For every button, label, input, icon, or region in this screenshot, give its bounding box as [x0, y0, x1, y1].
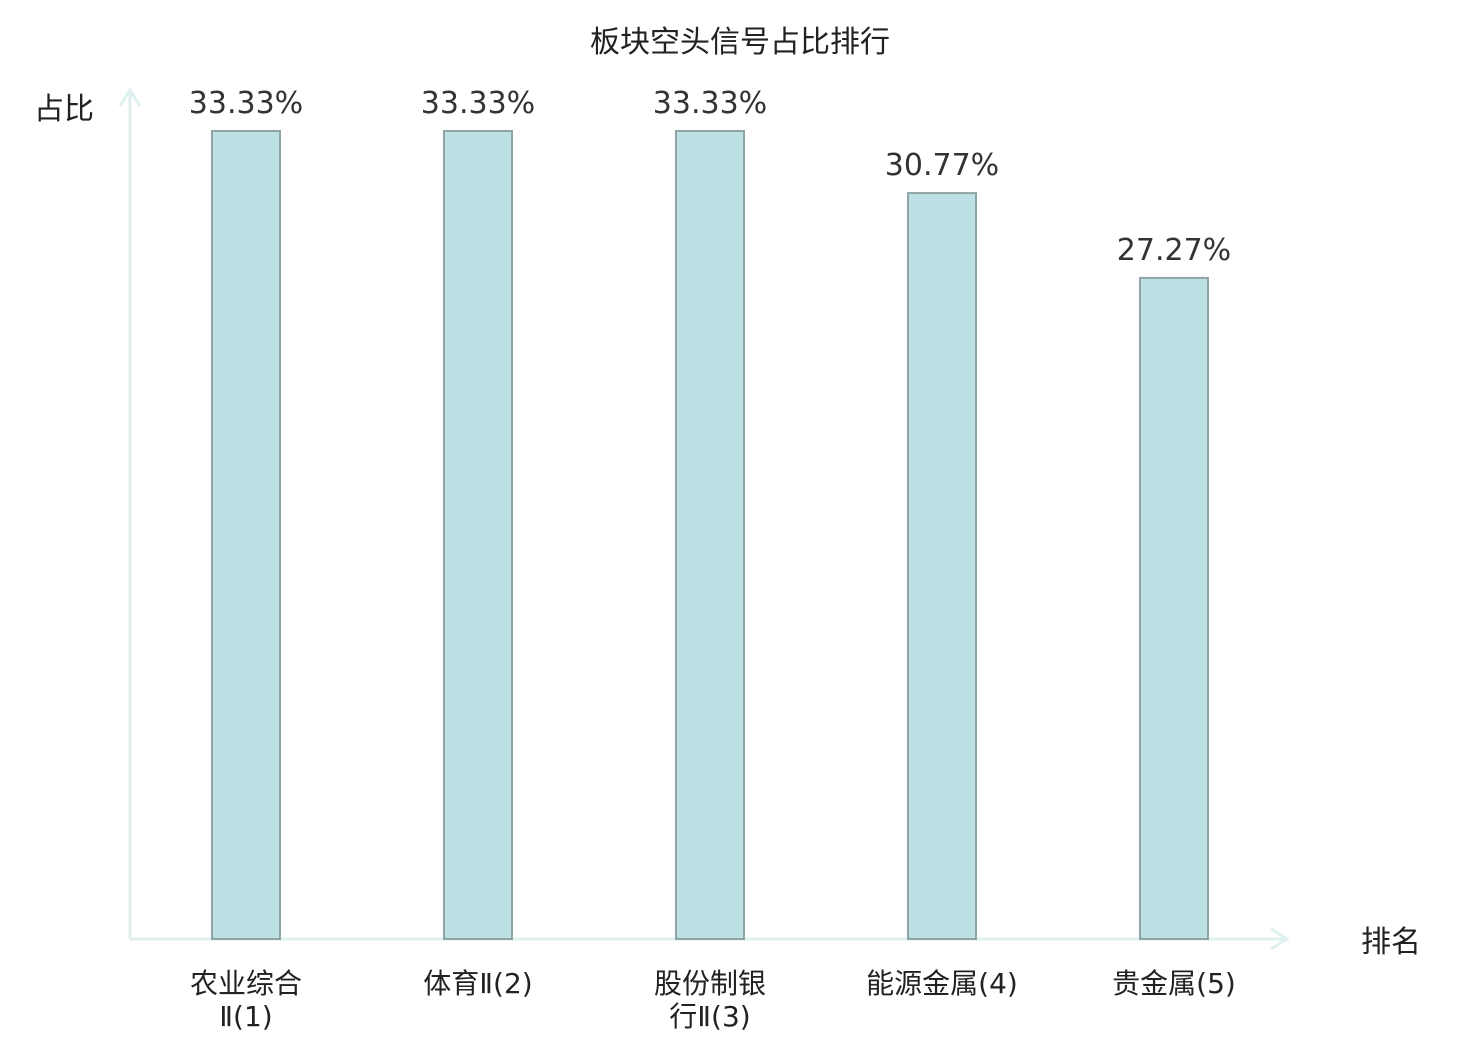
x-tick-label-line: 股份制银 [654, 967, 766, 1000]
data-label-4: 30.77% [885, 148, 999, 183]
bar-4 [907, 192, 977, 940]
bars [211, 130, 1209, 940]
data-label-2: 33.33% [421, 86, 535, 121]
bar-3 [675, 130, 745, 940]
bar-2 [443, 130, 513, 940]
x-tick-label-1: 农业综合 Ⅱ(1) [190, 967, 302, 1033]
x-tick-label-line: 能源金属(4) [866, 967, 1018, 1000]
chart-title: 板块空头信号占比排行 [590, 25, 890, 60]
data-labels: 33.33% 33.33% 33.33% 30.77% 27.27% [189, 86, 1231, 268]
x-tick-label-2: 体育Ⅱ(2) [423, 967, 532, 1000]
bar-1 [211, 130, 281, 940]
x-tick-labels: 农业综合 Ⅱ(1) 体育Ⅱ(2) 股份制银行Ⅱ(3) 能源金属(4) 贵金属(5) [190, 967, 1236, 1033]
bar-5 [1139, 276, 1209, 940]
x-tick-label-5: 贵金属(5) [1112, 967, 1236, 1000]
x-tick-label-line: 农业综合 [190, 967, 302, 1000]
x-tick-label-line: 贵金属(5) [1112, 967, 1236, 1000]
x-tick-label-3: 股份制银行Ⅱ(3) [654, 967, 766, 1033]
y-axis-label: 占比 [34, 92, 94, 127]
x-axis-label: 排名 [1361, 925, 1421, 960]
data-label-1: 33.33% [189, 86, 303, 121]
y-axis-arrow [118, 87, 142, 107]
x-tick-label-line: Ⅱ(1) [219, 1000, 272, 1033]
data-label-3: 33.33% [653, 86, 767, 121]
x-tick-label-line: 行Ⅱ(3) [669, 1000, 750, 1033]
data-label-5: 27.27% [1117, 233, 1231, 268]
x-tick-label-line: 体育Ⅱ(2) [423, 967, 532, 1000]
x-tick-label-4: 能源金属(4) [866, 967, 1018, 1000]
x-axis-arrow [1270, 927, 1290, 951]
